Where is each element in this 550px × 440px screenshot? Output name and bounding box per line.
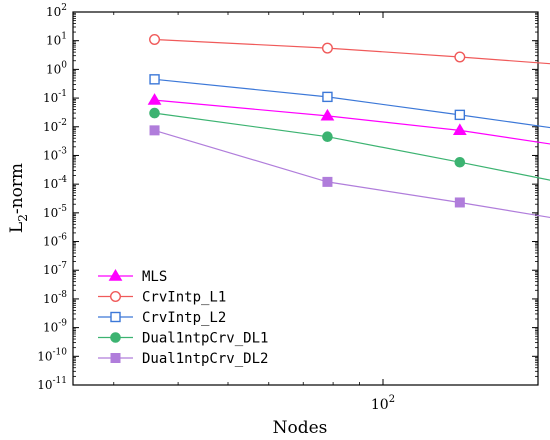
legend-marker: [109, 291, 121, 303]
y-tick-label: 10-1: [43, 89, 67, 105]
y-tick-label: 101: [46, 32, 67, 48]
legend: MLS CrvIntp_L1 CrvIntp_L2 Dual1ntpCrv_DL1 Du…: [98, 269, 268, 367]
x-tick-label: 102: [371, 394, 395, 413]
data-point: [452, 123, 467, 136]
series-line-3: [154, 112, 550, 181]
y-tick-label: 102: [46, 3, 67, 19]
legend-marker: [110, 332, 121, 343]
legend-marker: [110, 353, 121, 363]
y-tick-label: 10-7: [43, 261, 67, 277]
x-axis: 102: [113, 12, 539, 413]
y-tick-label: 10-2: [43, 118, 67, 134]
y-tick-label: 10-3: [43, 146, 67, 162]
data-point: [322, 91, 333, 103]
legend-label: CrvIntp_L1: [142, 290, 226, 306]
y-tick-label: 10-5: [43, 204, 67, 220]
y-tick-label: 100: [46, 60, 67, 76]
series-line-0: [154, 99, 550, 145]
legend-label: MLS: [142, 269, 167, 285]
data-point: [149, 107, 160, 119]
legend-marker: [110, 311, 121, 323]
y-axis: 102 101 100 10-1 10-2 10-3 10-4 10-5 10-6 10-7 10-…: [37, 3, 538, 392]
legend-item: Dual1ntpCrv_DL2: [98, 351, 268, 367]
data-point: [149, 74, 160, 85]
y-tick-label: 10-8: [43, 290, 67, 306]
legend-item: CrvIntp_L2: [98, 310, 226, 326]
legend-label: CrvIntp_L2: [142, 310, 226, 326]
y-tick-label: 10-11: [37, 376, 67, 392]
legend-label: Dual1ntpCrv_DL1: [142, 331, 268, 347]
series-markers: [147, 34, 467, 208]
data-point: [149, 34, 161, 46]
data-point: [149, 125, 160, 136]
y-tick-label: 10-10: [37, 347, 67, 363]
legend-item: CrvIntp_L1: [98, 290, 226, 306]
series-line-4: [154, 129, 550, 219]
data-point: [454, 109, 466, 121]
data-point: [322, 176, 333, 187]
y-tick-label: 10-6: [43, 233, 67, 249]
y-tick-label: 10-4: [43, 175, 67, 191]
data-point: [321, 42, 333, 54]
data-point: [147, 93, 162, 105]
legend-marker: [108, 269, 123, 281]
plot-area: [72, 11, 539, 386]
legend-item: MLS: [98, 269, 167, 285]
legend-item: Dual1ntpCrv_DL1: [98, 331, 268, 347]
y-axis-title: L2-norm: [7, 163, 30, 233]
x-axis-title: Nodes: [273, 418, 328, 438]
data-point: [454, 51, 466, 63]
data-point: [320, 108, 335, 121]
series-line-2: [154, 78, 550, 129]
series-line-1: [154, 38, 550, 65]
y-tick-label: 10-9: [43, 319, 67, 335]
data-point: [454, 156, 466, 168]
series-lines: [154, 38, 550, 219]
data-point: [322, 131, 333, 143]
legend-label: Dual1ntpCrv_DL2: [142, 351, 268, 367]
data-point: [454, 197, 465, 208]
